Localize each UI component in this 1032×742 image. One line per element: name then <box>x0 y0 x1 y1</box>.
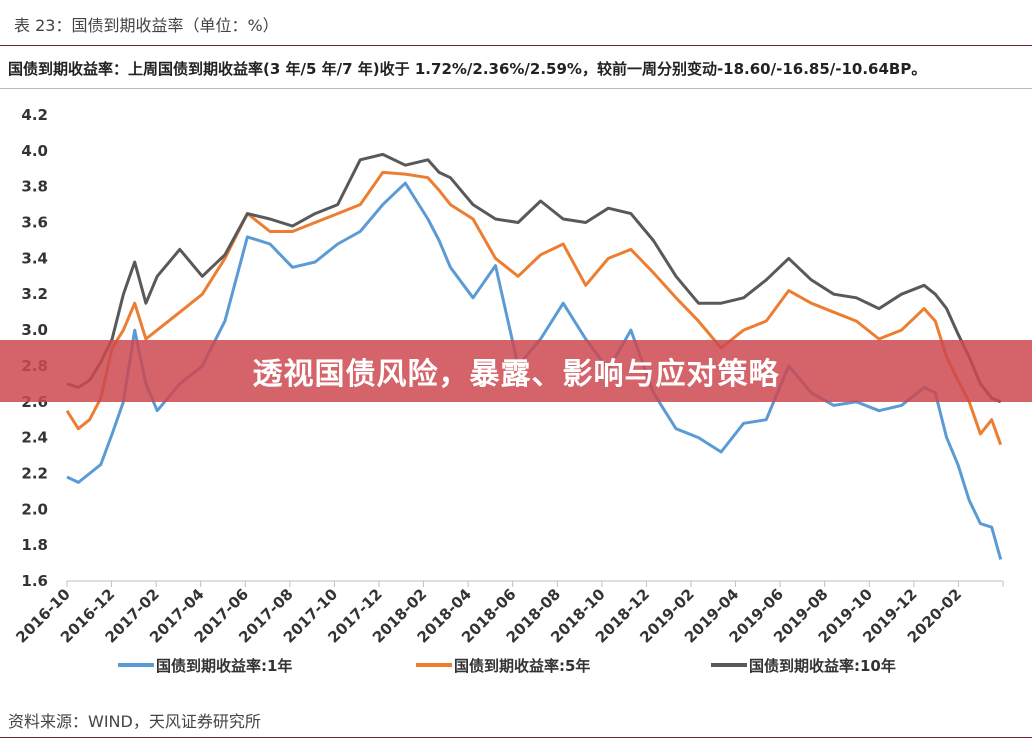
y-tick-label: 3.6 <box>21 214 48 232</box>
top-divider <box>0 45 1032 46</box>
y-tick-label: 3.8 <box>21 178 48 196</box>
bottom-divider <box>0 737 1032 738</box>
y-tick-label: 2.4 <box>21 429 48 447</box>
chart-subtitle: 国债到期收益率：上周国债到期收益率(3 年/5 年/7 年)收于 1.72%/2… <box>8 60 927 78</box>
series-line-2 <box>65 170 1003 446</box>
series-line-3 <box>66 152 1002 404</box>
y-tick-label: 4.0 <box>21 142 48 160</box>
legend-label-2: 国债到期收益率:5年 <box>454 657 590 675</box>
data-source: 资料来源：WIND，天风证券研究所 <box>8 712 261 731</box>
y-tick-label: 1.8 <box>21 536 48 554</box>
overlay-banner: 透视国债风险，暴露、影响与应对策略 <box>0 340 1032 402</box>
y-tick-label: 2.2 <box>21 464 48 482</box>
legend-label-1: 国债到期收益率:1年 <box>156 657 292 675</box>
yield-line-chart: 1.61.82.02.22.42.62.83.03.23.43.63.84.04… <box>12 106 1004 675</box>
y-tick-label: 3.0 <box>21 321 48 339</box>
y-tick-label: 4.2 <box>21 106 48 124</box>
y-tick-label: 1.6 <box>21 572 48 590</box>
y-tick-label: 2.0 <box>21 500 48 518</box>
subtitle-divider <box>0 88 1032 89</box>
legend-label-3: 国债到期收益率:10年 <box>749 657 896 675</box>
y-tick-label: 3.4 <box>21 249 48 267</box>
banner-title: 透视国债风险，暴露、影响与应对策略 <box>252 357 780 392</box>
figure-caption: 表 23：国债到期收益率（单位：%） <box>14 16 279 35</box>
y-tick-label: 3.2 <box>21 285 48 303</box>
